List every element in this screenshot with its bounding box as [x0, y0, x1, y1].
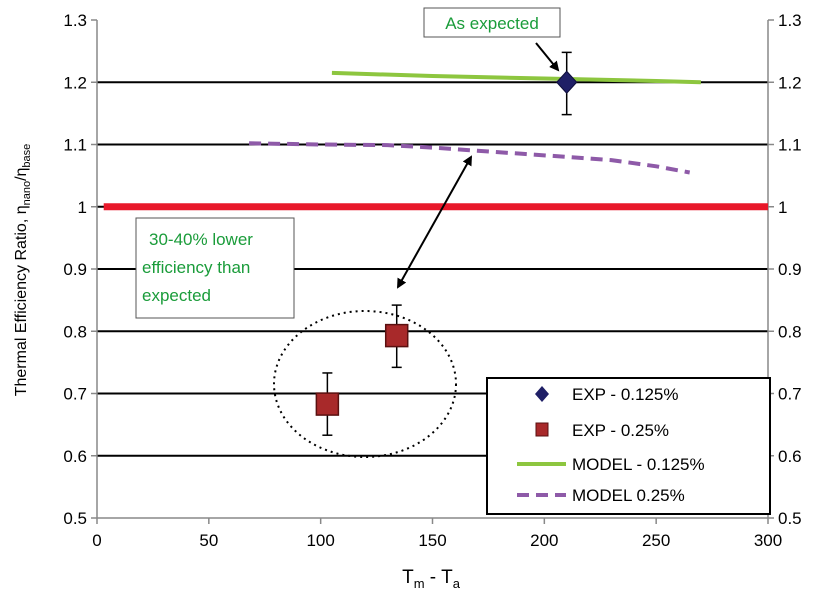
legend: EXP - 0.125% EXP - 0.25% MODEL - 0.125% …: [487, 378, 770, 514]
y-tick-label-left-4: 0.9: [63, 260, 87, 279]
y-tick-label-right-2: 0.7: [778, 385, 802, 404]
legend-label-model-0125: MODEL - 0.125%: [572, 455, 705, 474]
y-tick-label-left-3: 0.8: [63, 322, 87, 341]
annotation-lower-line1: 30-40% lower: [149, 230, 253, 249]
data-point-square-0: [316, 393, 338, 415]
y-tick-label-left-2: 0.7: [63, 385, 87, 404]
x-tick-label-1: 50: [199, 531, 218, 550]
y-tick-label-right-7: 1.2: [778, 73, 802, 92]
x-tick-label-2: 100: [306, 531, 334, 550]
legend-label-exp-0125: EXP - 0.125%: [572, 385, 678, 404]
y-tick-label-left-7: 1.2: [63, 73, 87, 92]
y-tick-label-right-8: 1.3: [778, 11, 802, 30]
y-tick-label-left-5: 1: [78, 198, 87, 217]
y-tick-label-left-8: 1.3: [63, 11, 87, 30]
y-tick-label-right-6: 1.1: [778, 136, 802, 155]
legend-label-exp-025: EXP - 0.25%: [572, 421, 669, 440]
y-tick-label-right-0: 0.5: [778, 509, 802, 528]
y-tick-label-right-4: 0.9: [778, 260, 802, 279]
annotation-as-expected: As expected: [445, 14, 539, 33]
x-tick-label-6: 300: [754, 531, 782, 550]
y-tick-label-left-6: 1.1: [63, 136, 87, 155]
x-tick-label-0: 0: [92, 531, 101, 550]
y-tick-label-left-1: 0.6: [63, 447, 87, 466]
legend-label-model-025: MODEL 0.25%: [572, 486, 685, 505]
x-tick-label-5: 250: [642, 531, 670, 550]
y-tick-label-left-0: 0.5: [63, 509, 87, 528]
y-tick-label-right-3: 0.8: [778, 322, 802, 341]
x-axis-label: Tm - Ta: [402, 567, 461, 591]
annotation-lower-line3: expected: [142, 286, 211, 305]
y-tick-label-right-1: 0.6: [778, 447, 802, 466]
x-tick-label-4: 200: [530, 531, 558, 550]
legend-square-marker: [536, 423, 548, 436]
y-tick-label-right-5: 1: [778, 198, 787, 217]
annotation-lower-line2: efficiency than: [142, 258, 250, 277]
data-point-square-1: [386, 325, 408, 347]
x-tick-label-3: 150: [418, 531, 446, 550]
